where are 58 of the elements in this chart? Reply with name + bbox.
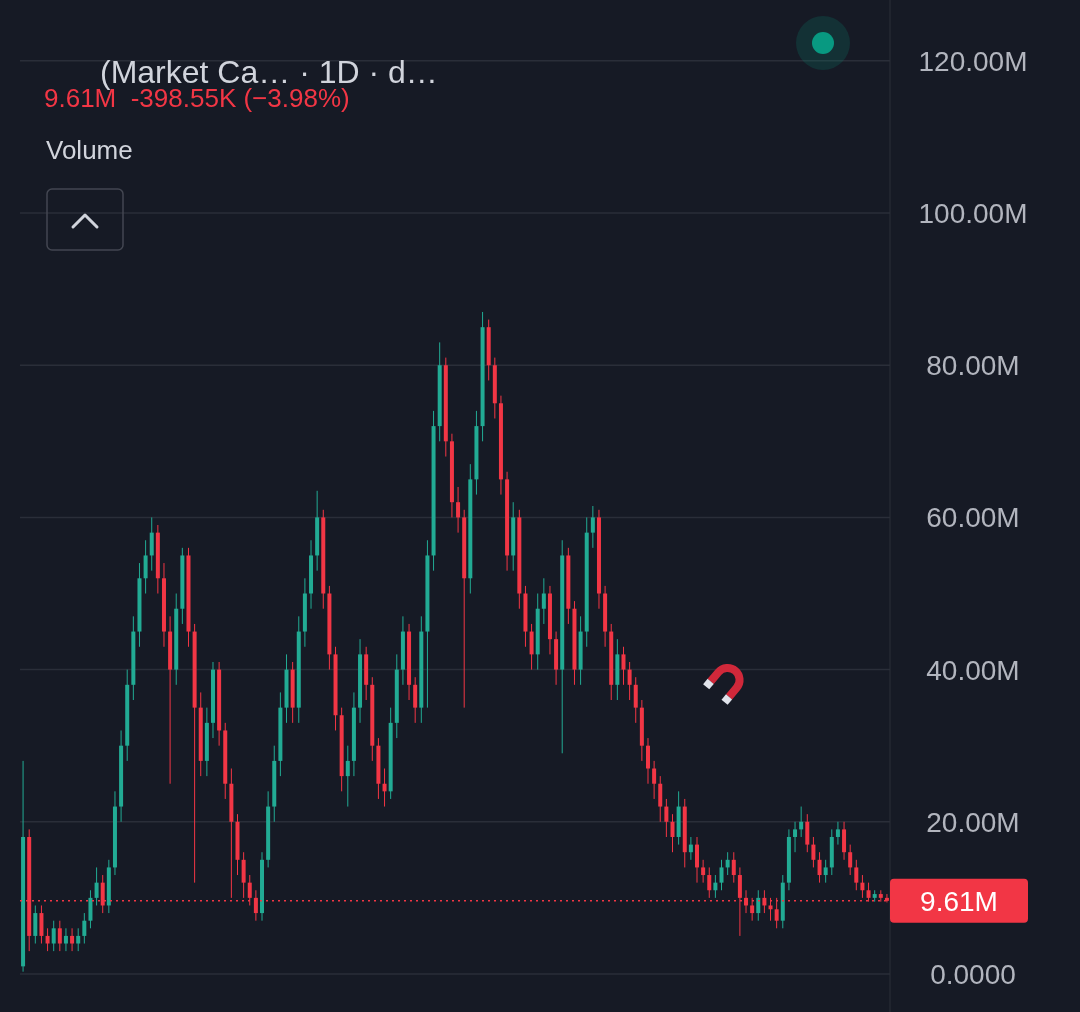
candlestick [854,859,859,891]
y-tick-label: 40.00M [926,654,1020,686]
candlestick [731,851,736,884]
candlestick [149,516,154,572]
candlestick [823,859,828,884]
candlestick [701,859,706,884]
candlestick [817,851,822,884]
candlestick [57,920,62,952]
candlestick [805,813,810,853]
candlestick [756,889,761,922]
candlestick [811,836,816,868]
candlestick [76,927,81,952]
candlestick [621,646,626,686]
candlestick [848,844,853,876]
candlestick [541,577,546,625]
candlestick [719,859,724,891]
candlestick [345,745,350,808]
candlestick [51,920,56,952]
y-tick-label: 0.0000 [930,958,1016,990]
candlestick [707,866,712,899]
candlestick [590,505,595,549]
y-tick-label: 20.00M [926,806,1020,838]
candlestick [39,904,44,945]
candlestick [633,676,638,724]
candlestick [652,760,657,800]
candlestick [94,866,99,906]
candlestick [695,836,700,884]
candlestick [664,798,669,838]
candlestick [725,851,730,876]
candlestick [456,486,461,534]
candlestick [82,912,87,945]
candlestick [713,874,718,899]
candlestick [645,737,650,785]
candlestick [835,821,840,846]
candlestick [529,623,534,671]
candlestick [143,539,148,594]
candlestick [688,836,693,861]
candlestick [799,806,804,838]
candlestick [793,821,798,853]
y-tick-label: 60.00M [926,502,1020,534]
y-tick-label: 120.00M [918,45,1028,77]
y-tick-label: 100.00M [918,198,1028,230]
candlestick [627,661,632,701]
candlestick [63,927,68,952]
candlestick [88,889,93,929]
candlestick [45,927,50,952]
candlestick [842,821,847,861]
candlestick [413,676,418,724]
candlestick [241,851,246,899]
ref-line-label: 9.61M [920,885,998,917]
annotation: Volume [46,135,133,165]
candlestick [658,775,663,823]
candlestick [33,904,38,945]
candlestick [382,768,387,808]
candlestick [860,874,865,899]
candlestick [70,927,75,952]
y-tick-label: 80.00M [926,350,1020,382]
candlestick [670,813,675,853]
